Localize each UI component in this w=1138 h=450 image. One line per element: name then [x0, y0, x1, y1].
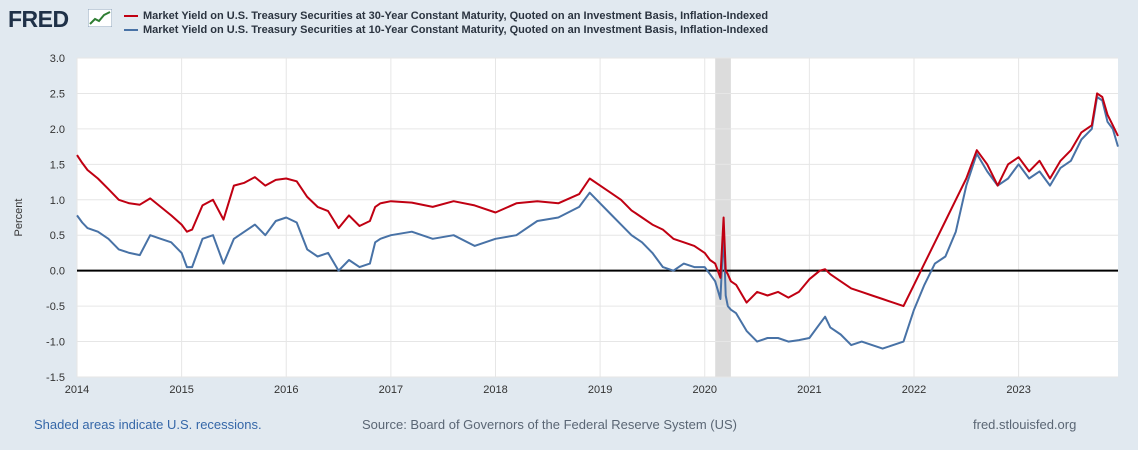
legend-label-30y: Market Yield on U.S. Treasury Securities…	[143, 10, 769, 22]
x-tick-label: 2023	[1006, 384, 1030, 396]
y-tick-label: -1.5	[46, 372, 65, 384]
source-note: Source: Board of Governors of the Federa…	[362, 417, 737, 432]
site-link[interactable]: fred.stlouisfed.org	[973, 417, 1077, 432]
x-tick-label: 2018	[483, 384, 507, 396]
series-line-30y	[76, 92, 1119, 308]
legend-label-10y: Market Yield on U.S. Treasury Securities…	[143, 24, 769, 36]
legend-item-30y: Market Yield on U.S. Treasury Securities…	[124, 9, 768, 23]
x-tick-label: 2016	[274, 384, 298, 396]
y-tick-label: 1.5	[50, 159, 65, 171]
chart-line-icon	[88, 9, 112, 27]
x-tick-label: 2015	[169, 384, 193, 396]
y-tick-label: -1.0	[46, 337, 65, 349]
x-tick-label: 2020	[692, 384, 716, 396]
y-tick-label: 3.0	[50, 53, 65, 65]
y-tick-label: -0.5	[46, 301, 65, 313]
plot-area	[77, 58, 1118, 377]
x-tick-label: 2021	[797, 384, 821, 396]
legend-swatch-30y	[124, 15, 138, 17]
y-tick-label: 1.0	[50, 195, 65, 207]
x-tick-label: 2019	[588, 384, 612, 396]
y-tick-label: 2.5	[50, 88, 65, 100]
recession-note[interactable]: Shaded areas indicate U.S. recessions.	[34, 417, 262, 432]
y-axis-label: Percent	[13, 199, 25, 237]
y-tick-label: 2.0	[50, 124, 65, 136]
y-tick-label: 0.5	[50, 230, 65, 242]
legend-swatch-10y	[124, 29, 138, 31]
legend-item-10y: Market Yield on U.S. Treasury Securities…	[124, 23, 768, 37]
x-tick-label: 2017	[379, 384, 403, 396]
series-line-10y	[76, 96, 1119, 350]
x-tick-label: 2022	[902, 384, 926, 396]
y-tick-label: 0.0	[50, 266, 65, 278]
fred-logo[interactable]: FRED	[8, 6, 69, 32]
chart-legend: Market Yield on U.S. Treasury Securities…	[124, 9, 768, 37]
x-tick-label: 2014	[65, 384, 89, 396]
